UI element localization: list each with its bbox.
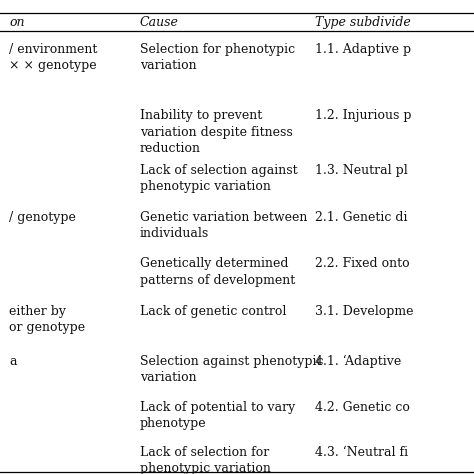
Text: Lack of genetic control: Lack of genetic control xyxy=(140,305,286,318)
Text: Lack of selection against
phenotypic variation: Lack of selection against phenotypic var… xyxy=(140,164,298,193)
Text: 4.1. ‘Adaptive: 4.1. ‘Adaptive xyxy=(315,355,401,368)
Text: a: a xyxy=(9,355,17,367)
Text: Selection for phenotypic
variation: Selection for phenotypic variation xyxy=(140,43,295,72)
Text: 4.2. Genetic co: 4.2. Genetic co xyxy=(315,401,410,413)
Text: Genetic variation between
individuals: Genetic variation between individuals xyxy=(140,211,307,240)
Text: Genetically determined
patterns of development: Genetically determined patterns of devel… xyxy=(140,257,295,287)
Text: 1.3. Neutral pl: 1.3. Neutral pl xyxy=(315,164,408,176)
Text: 3.1. Developme: 3.1. Developme xyxy=(315,305,414,318)
Text: Lack of potential to vary
phenotype: Lack of potential to vary phenotype xyxy=(140,401,295,430)
Text: / genotype: / genotype xyxy=(9,211,76,224)
Text: Type subdivide: Type subdivide xyxy=(315,16,411,29)
Text: 1.1. Adaptive p: 1.1. Adaptive p xyxy=(315,43,411,55)
Text: on: on xyxy=(9,16,25,29)
Text: either by
or genotype: either by or genotype xyxy=(9,305,86,334)
Text: Selection against phenotypic
variation: Selection against phenotypic variation xyxy=(140,355,323,384)
Text: 2.2. Fixed onto: 2.2. Fixed onto xyxy=(315,257,410,270)
Text: 2.1. Genetic di: 2.1. Genetic di xyxy=(315,211,408,224)
Text: 4.3. ‘Neutral fi: 4.3. ‘Neutral fi xyxy=(315,446,408,458)
Text: / environment
× × genotype: / environment × × genotype xyxy=(9,43,98,72)
Text: Inability to prevent
variation despite fitness
reduction: Inability to prevent variation despite f… xyxy=(140,109,292,155)
Text: Cause: Cause xyxy=(140,16,179,29)
Text: 1.2. Injurious p: 1.2. Injurious p xyxy=(315,109,412,122)
Text: Lack of selection for
phenotypic variation: Lack of selection for phenotypic variati… xyxy=(140,446,271,474)
